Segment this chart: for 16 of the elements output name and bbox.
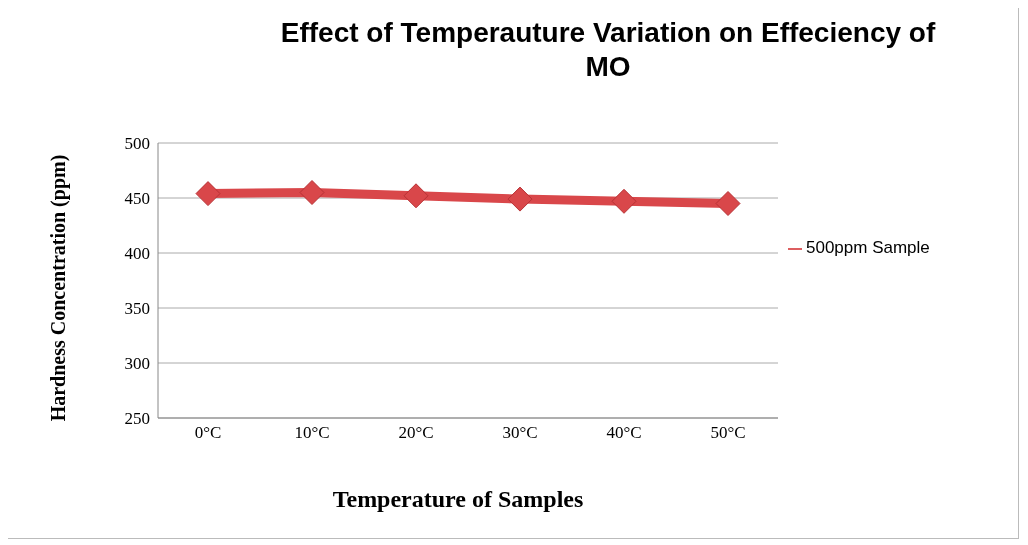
y-tick-label: 400 (124, 244, 150, 264)
y-axis-title: Hardness Concentration (ppm) (46, 154, 70, 422)
x-tick-label: 0°C (194, 423, 222, 443)
legend-label: 500ppm Sample (806, 238, 930, 257)
y-tick-label: 350 (124, 299, 150, 319)
x-tick-label: 10°C (294, 423, 330, 443)
y-tick-label: 250 (124, 409, 150, 429)
y-tick-label: 500 (124, 134, 150, 154)
x-tick-label: 20°C (398, 423, 434, 443)
x-tick-label: 40°C (606, 423, 642, 443)
x-tick-label: 50°C (710, 423, 746, 443)
y-tick-label: 300 (124, 354, 150, 374)
x-tick-label: 30°C (502, 423, 538, 443)
y-tick-label: 450 (124, 189, 150, 209)
chart-title: Effect of Temperauture Variation on Effeciency of MO (279, 16, 937, 84)
x-axis-title: Temperature of Samples (331, 486, 585, 513)
